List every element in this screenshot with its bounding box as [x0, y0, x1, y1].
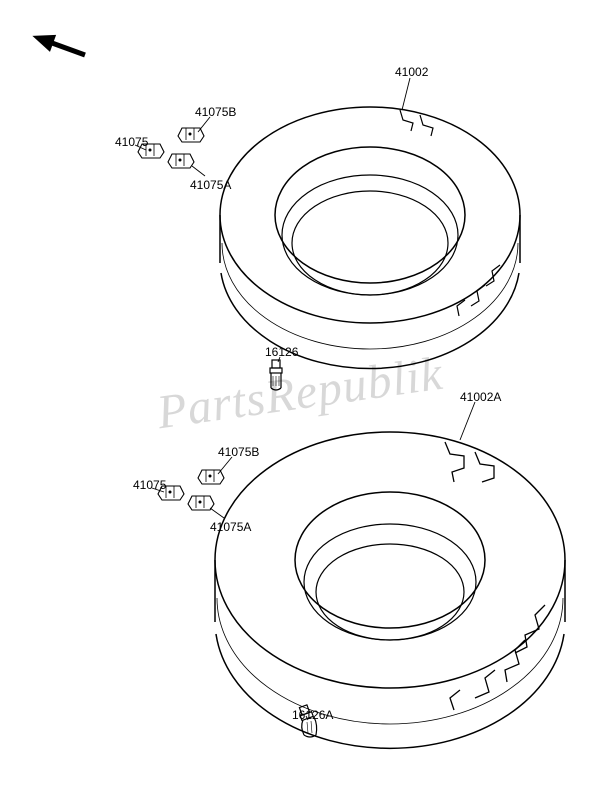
parts-diagram: PartsRepublik: [0, 0, 600, 785]
label-valve-front: 16126: [265, 345, 298, 359]
valve-front: [270, 360, 282, 390]
label-weight-2a: 41075B: [218, 445, 259, 459]
label-weight-2c: 41075A: [210, 520, 251, 534]
label-tire-front: 41002: [395, 65, 428, 79]
label-weight-2b: 41075: [133, 478, 166, 492]
balance-weights-group-2: [158, 470, 224, 510]
diagram-svg: [0, 0, 600, 785]
label-tire-rear: 41002A: [460, 390, 501, 404]
label-weight-1b: 41075: [115, 135, 148, 149]
label-weight-1a: 41075B: [195, 105, 236, 119]
rear-tire: [215, 432, 565, 748]
label-valve-rear: 16126A: [292, 708, 333, 722]
direction-arrow: [29, 27, 88, 63]
front-tire: [220, 107, 520, 369]
label-weight-1c: 41075A: [190, 178, 231, 192]
